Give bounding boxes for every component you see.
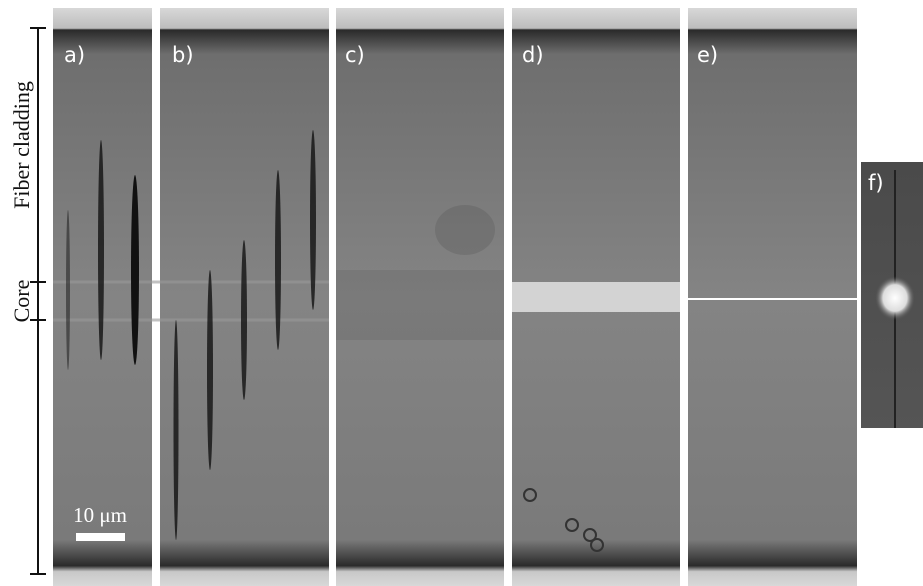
bubbles [523, 488, 604, 552]
scale-label: 10 μm [73, 503, 127, 527]
panel-label: a) [64, 43, 85, 67]
panel-e [688, 8, 857, 586]
panel-c [336, 8, 504, 586]
damage-streaks [66, 130, 316, 540]
bracket [30, 27, 46, 575]
panel-label: d) [522, 43, 544, 67]
cladding-label: Fiber cladding [9, 81, 34, 209]
panel-label: c) [345, 43, 365, 67]
bright-band [512, 282, 680, 312]
panel-label: b) [172, 43, 194, 67]
panel-label: f) [868, 171, 884, 195]
scale-bar [76, 533, 125, 541]
panel-label: e) [697, 43, 718, 67]
core-label: Core [9, 280, 34, 323]
blur [435, 205, 495, 255]
spot [875, 276, 915, 320]
modified-zone [336, 270, 504, 340]
